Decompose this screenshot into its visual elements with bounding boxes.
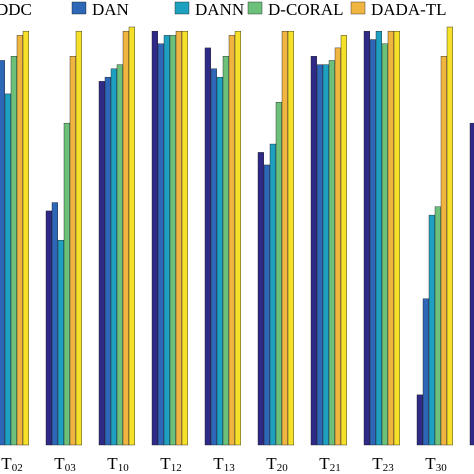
x-tick-label: T03 <box>54 454 76 474</box>
legend-label: DAN <box>92 0 129 19</box>
bar-dann-T23 <box>375 30 383 446</box>
bar-dann-T12 <box>163 35 171 446</box>
bar-dada-tl-T23 <box>387 30 395 446</box>
x-tick-label: T10 <box>107 454 129 474</box>
bar-dann-T20 <box>269 143 277 446</box>
bar-series5-T03 <box>75 30 83 446</box>
bar-d-coral-T30 <box>434 206 442 446</box>
bar-d-coral-T20 <box>275 102 283 446</box>
bar-dan-T10 <box>104 76 112 446</box>
x-tick-label: T30 <box>425 454 447 474</box>
bar-series5-T23 <box>393 30 401 446</box>
legend-swatch <box>71 1 87 15</box>
bar-series5-T20 <box>287 30 295 446</box>
bars-group <box>0 26 474 446</box>
legend-label: DADA-TL <box>371 0 447 19</box>
bar-d-coral-T10 <box>116 64 124 446</box>
bar-series5-T02 <box>22 30 30 446</box>
bar-dada-tl-T20 <box>281 30 289 446</box>
bar-d-coral-T02 <box>10 56 18 446</box>
x-tick-label: T02 <box>1 454 22 474</box>
legend-swatch <box>174 1 190 15</box>
bar-dada-tl-T02 <box>16 35 24 446</box>
legend-swatch <box>350 1 366 15</box>
legend-item-dann: DANN <box>174 0 244 19</box>
bar-series5-T10 <box>128 26 136 446</box>
bar-dan-T20 <box>263 164 271 446</box>
bar-dan-T02 <box>0 60 6 446</box>
legend-label: D-CORAL <box>268 0 344 19</box>
bar-dada-tl-T13 <box>228 35 236 446</box>
bar-ddc-T10 <box>98 81 106 446</box>
bar-dan-T12 <box>157 43 165 446</box>
legend-item-dada-tl: DADA-TL <box>350 0 447 19</box>
bar-dada-tl-T12 <box>175 30 183 446</box>
bar-ddc-T13 <box>204 47 212 446</box>
x-tick-label: T12 <box>160 454 181 474</box>
bar-ddc-g9 <box>469 122 474 446</box>
legend-item-ddc: DDC <box>0 0 32 19</box>
bar-ddc-T23 <box>363 30 371 446</box>
bar-ddc-T12 <box>151 30 159 446</box>
bar-dann-T13 <box>216 76 224 446</box>
legend-label: DANN <box>195 0 244 19</box>
legend-item-d-coral: D-CORAL <box>247 0 344 19</box>
bar-series5-T13 <box>234 30 242 446</box>
legend-item-dan: DAN <box>71 0 129 19</box>
bar-dann-T21 <box>322 64 330 446</box>
bar-dann-T03 <box>57 239 65 446</box>
bar-dan-T23 <box>369 39 377 446</box>
legend: DDC DAN DANN D-CORAL DADA-TL <box>0 0 447 19</box>
bar-d-coral-T23 <box>381 43 389 446</box>
bar-dan-T21 <box>316 64 324 446</box>
bar-dada-tl-T21 <box>334 47 342 446</box>
bar-dan-T03 <box>51 202 59 446</box>
x-tick-label: T13 <box>213 454 235 474</box>
legend-label: DDC <box>0 0 32 19</box>
bar-d-coral-T21 <box>328 60 336 446</box>
bar-d-coral-T13 <box>222 56 230 446</box>
bar-ddc-T30 <box>416 394 424 446</box>
bar-d-coral-T03 <box>63 122 71 446</box>
bar-series5-T30 <box>446 26 454 446</box>
bar-dada-tl-T30 <box>440 56 448 446</box>
bar-d-coral-T12 <box>169 35 177 446</box>
bar-series5-T12 <box>181 30 189 446</box>
bar-ddc-T03 <box>45 210 53 446</box>
bar-dann-T02 <box>4 93 12 446</box>
bar-dan-T30 <box>422 298 430 446</box>
x-tick-label: T20 <box>266 454 288 474</box>
bar-ddc-T21 <box>310 56 318 446</box>
bar-dan-T13 <box>210 68 218 446</box>
x-tick-label: T21 <box>319 454 340 474</box>
bar-series5-T21 <box>340 35 348 446</box>
bar-dada-tl-T10 <box>122 30 130 446</box>
bar-dann-T10 <box>110 68 118 446</box>
x-tick-labels: T02 T03 T10 T12 T13 T20 T21 T23 T30 <box>1 454 447 474</box>
legend-swatch <box>247 1 263 15</box>
x-tick-label: T23 <box>372 454 394 474</box>
bar-ddc-T20 <box>257 152 265 446</box>
bar-dann-T30 <box>428 214 436 446</box>
bar-dada-tl-T03 <box>69 56 77 446</box>
